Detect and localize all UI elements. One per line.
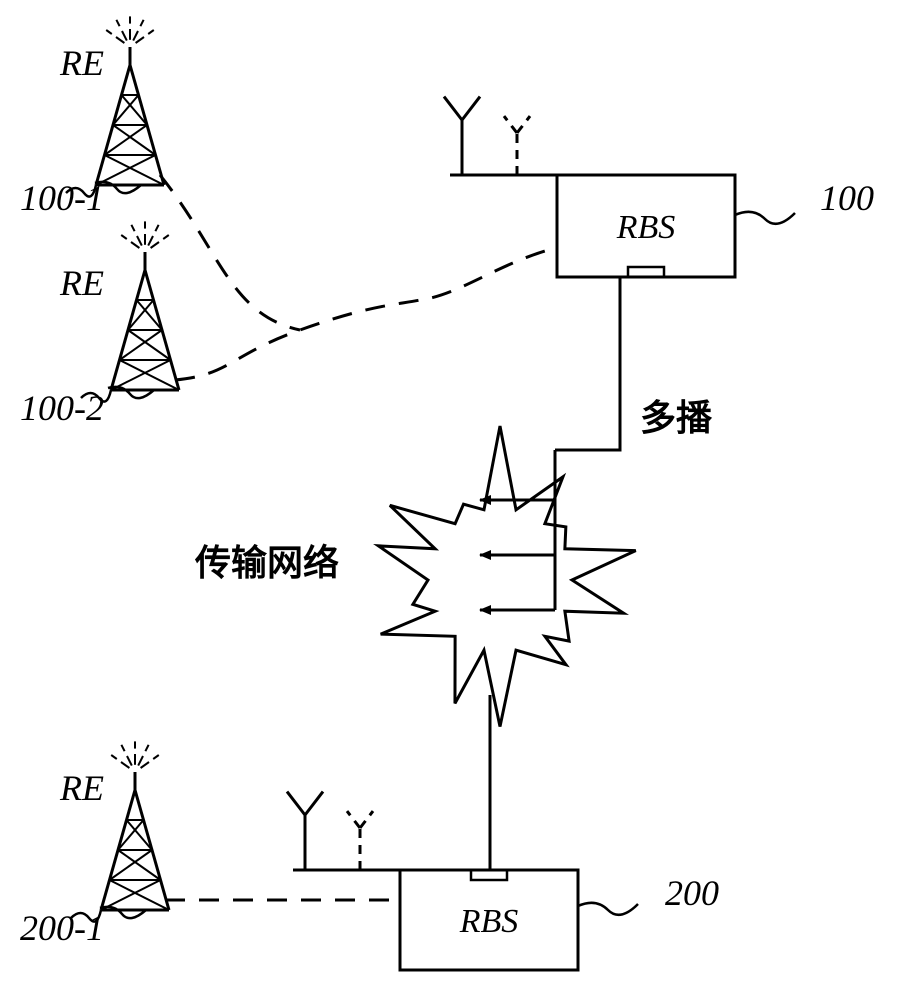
ref-200-1: 200-1	[20, 908, 104, 948]
label-multicast: 多播	[640, 398, 713, 438]
re-label-100-2: RE	[59, 263, 104, 303]
ref-100-1: 100-1	[20, 178, 104, 218]
rbs-label: RBS	[459, 903, 519, 940]
ref-100-2: 100-2	[20, 388, 104, 428]
antenna-pair-100	[444, 97, 532, 175]
link-100-1	[160, 175, 300, 330]
diagram-root: RE RE RE 100-1 100-2 200-1 RBS RBS 100 200 多播传输网络	[0, 0, 915, 1000]
network-burst	[378, 426, 635, 727]
ref-200: 200	[665, 873, 719, 913]
ref-100: 100	[820, 178, 874, 218]
antenna-pair-200	[287, 792, 375, 870]
diagram-svg: RE RE RE 100-1 100-2 200-1 RBS RBS 100 200 多播传输网络	[0, 0, 915, 1000]
link-rbs100-cloud	[555, 278, 620, 450]
link-100-2	[175, 248, 556, 380]
label-transport-network: 传输网络	[194, 542, 339, 583]
re-label-100-1: RE	[59, 43, 104, 83]
re-label-200-1: RE	[59, 768, 104, 808]
tower-100-2	[81, 221, 179, 401]
rbs-label: RBS	[616, 209, 676, 246]
